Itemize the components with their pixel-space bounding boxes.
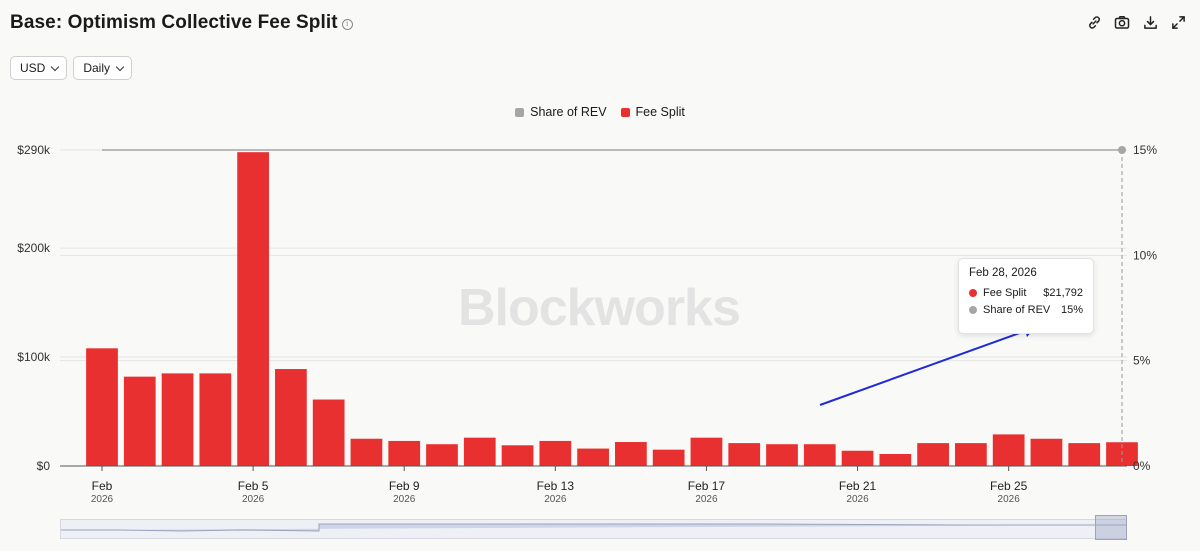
bar-fee-split xyxy=(803,444,836,466)
interval-select[interactable]: Daily xyxy=(73,56,133,80)
navigator-handle[interactable] xyxy=(1095,515,1127,540)
range-navigator[interactable] xyxy=(60,519,1127,539)
y-left-tick-label: $100k xyxy=(17,350,51,364)
currency-select[interactable]: USD xyxy=(10,56,68,80)
x-tick-year: 2026 xyxy=(998,494,1021,505)
y-left-tick-label: $200k xyxy=(17,241,51,255)
legend-swatch-share-of-rev xyxy=(515,107,525,117)
annotation-arrow-group xyxy=(819,324,1036,406)
legend-item-fee-split[interactable]: Fee Split xyxy=(620,105,685,119)
chart-legend: Share of REV Fee Split xyxy=(0,105,1200,119)
x-tick-label: Feb 5 xyxy=(238,479,269,493)
x-tick-year: 2026 xyxy=(544,494,567,505)
bar-fee-split xyxy=(388,440,421,466)
toolbar xyxy=(1086,14,1186,30)
x-tick-year: 2026 xyxy=(242,494,265,505)
tooltip: Feb 28, 2026 Fee Split $21,792 Share of … xyxy=(958,258,1094,334)
y-left-tick-label: $0 xyxy=(37,459,51,473)
highlight-point-share-of-rev xyxy=(1118,146,1126,154)
bar-fee-split xyxy=(350,438,383,466)
x-tick-year: 2026 xyxy=(846,494,869,505)
title-row: Base: Optimism Collective Fee Split i xyxy=(10,12,353,34)
bar-fee-split xyxy=(539,440,572,466)
bar-fee-split xyxy=(577,448,609,466)
bar-fee-split xyxy=(199,373,232,466)
currency-select-label: USD xyxy=(20,61,46,75)
line-series xyxy=(102,146,1126,466)
y-right-tick-label: 10% xyxy=(1133,248,1157,262)
bar-fee-split xyxy=(275,369,307,466)
y-right-tick-label: 5% xyxy=(1133,354,1151,368)
x-tick-label: Feb 9 xyxy=(389,479,420,493)
x-tick-year: 2026 xyxy=(91,494,114,505)
tooltip-date: Feb 28, 2026 xyxy=(969,267,1037,279)
x-tick-year: 2026 xyxy=(695,494,718,505)
tooltip-value: 15% xyxy=(1060,304,1083,316)
legend-item-share-of-rev[interactable]: Share of REV xyxy=(515,105,607,119)
interval-select-label: Daily xyxy=(83,61,111,75)
bar-fee-split xyxy=(690,437,723,466)
x-tick-label: Feb 21 xyxy=(839,479,877,493)
bar-fee-split xyxy=(992,434,1025,466)
bar-fee-split xyxy=(879,454,912,466)
link-icon[interactable] xyxy=(1086,14,1102,30)
annotation-arrow xyxy=(819,329,1029,406)
x-tick-label: Feb xyxy=(92,479,113,493)
tooltip-row-fee-split: Fee Split $21,792 xyxy=(969,287,1083,299)
x-tick-label: Feb 13 xyxy=(537,479,575,493)
y-left-tick-label: $290k xyxy=(17,143,51,157)
camera-icon[interactable] xyxy=(1114,14,1130,30)
bar-series xyxy=(86,152,1138,466)
bar-fee-split xyxy=(501,445,534,466)
tooltip-name: Share of REV xyxy=(983,304,1051,316)
chart-title: Base: Optimism Collective Fee Split xyxy=(10,12,338,33)
x-tick-year: 2026 xyxy=(393,494,416,505)
tooltip-dot-fee-split xyxy=(969,289,977,297)
bar-fee-split xyxy=(917,443,949,466)
navigator-line xyxy=(61,523,1126,532)
legend-swatch-fee-split xyxy=(620,107,630,117)
expand-icon[interactable] xyxy=(1170,14,1186,30)
download-icon[interactable] xyxy=(1142,14,1158,30)
tooltip-row-share-of-rev: Share of REV 15% xyxy=(969,304,1083,316)
bar-fee-split xyxy=(1068,443,1101,466)
bar-fee-split xyxy=(766,444,798,466)
x-tick-label: Feb 25 xyxy=(990,479,1028,493)
watermark: Blockworks xyxy=(458,279,741,337)
bar-fee-split xyxy=(728,443,761,466)
legend-label-fee-split: Fee Split xyxy=(635,105,685,119)
bar-fee-split xyxy=(955,443,987,466)
bar-fee-split xyxy=(123,376,156,466)
tooltip-value: $21,792 xyxy=(1043,287,1083,299)
bar-fee-split xyxy=(312,399,345,466)
bar-fee-split xyxy=(426,444,458,466)
y-right-tick-label: 0% xyxy=(1133,459,1151,473)
navigator-preview xyxy=(61,523,1126,532)
chart-controls: USD Daily xyxy=(10,56,133,80)
bar-fee-split xyxy=(161,373,194,466)
bar-fee-split xyxy=(237,152,269,466)
bar-fee-split xyxy=(615,442,647,466)
legend-label-share-of-rev: Share of REV xyxy=(530,105,607,119)
tooltip-dot-share-of-rev xyxy=(969,306,977,314)
bar-fee-split xyxy=(1030,438,1063,466)
bar-fee-split xyxy=(463,437,496,466)
info-circle-icon[interactable]: i xyxy=(341,19,353,30)
bar-fee-split xyxy=(841,450,874,466)
x-tick-label: Feb 17 xyxy=(688,479,726,493)
bar-fee-split xyxy=(86,348,118,466)
tooltip-name: Fee Split xyxy=(983,287,1027,299)
y-right-tick-label: 15% xyxy=(1133,143,1157,157)
bar-fee-split xyxy=(652,449,685,466)
